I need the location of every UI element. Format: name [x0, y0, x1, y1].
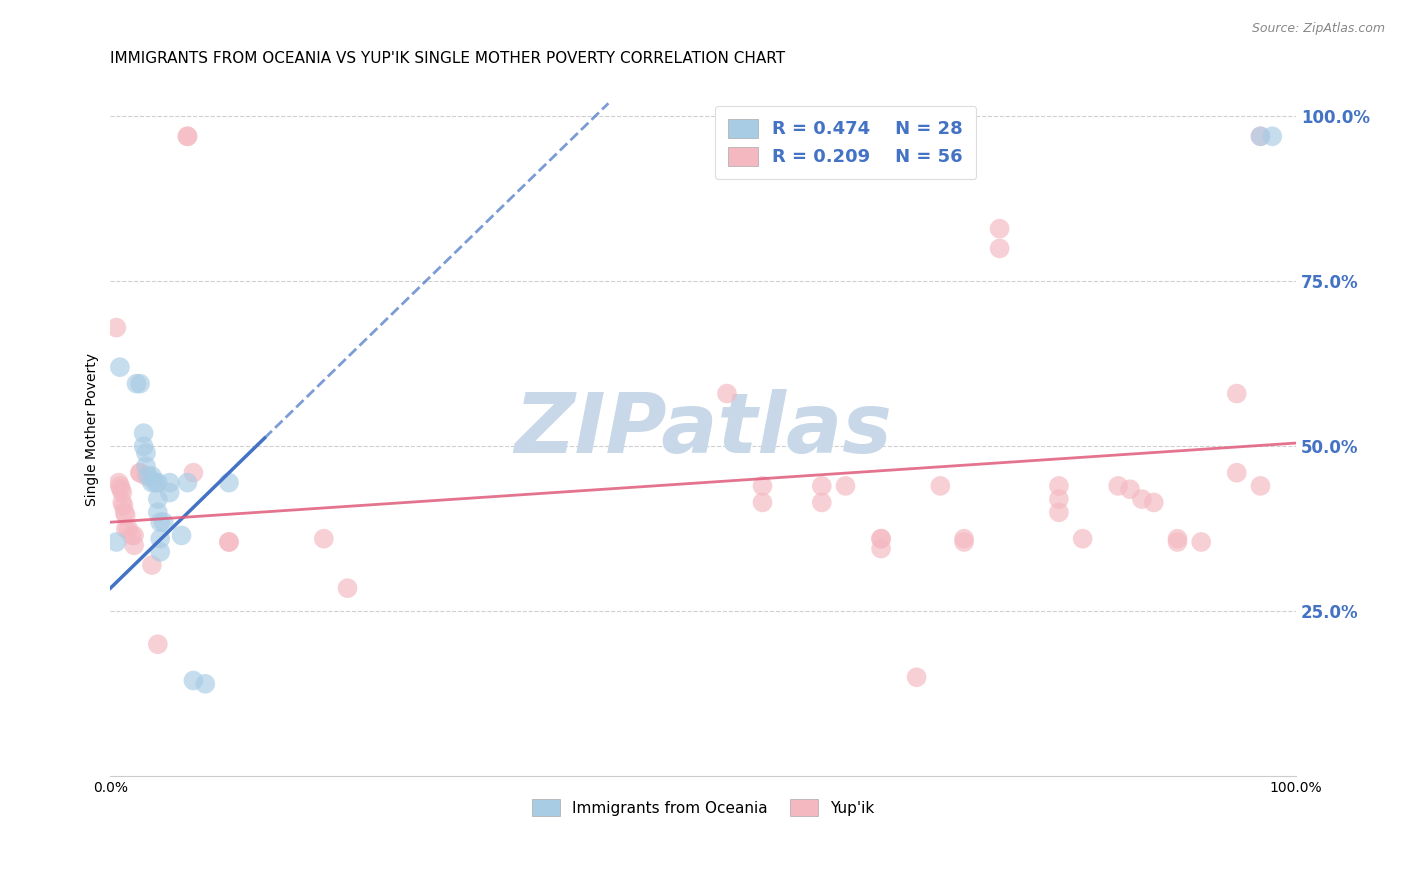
Point [121, 528, 143, 542]
Point [135, 459, 157, 474]
Point [114, 522, 136, 536]
Point [108, 360, 131, 375]
Point [988, 242, 1011, 256]
Point [1226, 386, 1249, 401]
Point [108, 479, 131, 493]
Point [145, 475, 167, 490]
Point [1119, 482, 1142, 496]
Point [810, 495, 832, 509]
Point [111, 495, 134, 509]
Point [159, 475, 181, 490]
Point [1226, 466, 1249, 480]
Point [117, 522, 139, 536]
Point [105, 320, 128, 334]
Point [336, 581, 359, 595]
Point [183, 466, 205, 480]
Point [114, 508, 136, 523]
Point [176, 129, 198, 144]
Point [149, 545, 172, 559]
Text: IMMIGRANTS FROM OCEANIA VS YUP'IK SINGLE MOTHER POVERTY CORRELATION CHART: IMMIGRANTS FROM OCEANIA VS YUP'IK SINGLE… [111, 51, 786, 66]
Point [1130, 492, 1153, 507]
Point [1107, 479, 1129, 493]
Point [1189, 535, 1212, 549]
Point [1071, 532, 1094, 546]
Text: Source: ZipAtlas.com: Source: ZipAtlas.com [1251, 22, 1385, 36]
Point [135, 446, 157, 460]
Point [834, 479, 856, 493]
Point [125, 376, 148, 391]
Point [141, 469, 163, 483]
Point [122, 528, 145, 542]
Point [751, 479, 773, 493]
Point [1166, 535, 1188, 549]
Point [146, 637, 169, 651]
Point [176, 129, 198, 144]
Legend: Immigrants from Oceania, Yup'ik: Immigrants from Oceania, Yup'ik [524, 791, 882, 824]
Point [114, 505, 136, 519]
Point [1250, 129, 1272, 144]
Point [905, 670, 928, 684]
Point [312, 532, 335, 546]
Point [1261, 129, 1284, 144]
Point [138, 469, 160, 483]
Point [146, 505, 169, 519]
Point [122, 538, 145, 552]
Point [1250, 129, 1272, 144]
Point [111, 485, 134, 500]
Point [146, 492, 169, 507]
Point [1143, 495, 1166, 509]
Point [716, 386, 738, 401]
Point [112, 499, 135, 513]
Point [105, 535, 128, 549]
Point [218, 475, 240, 490]
Point [870, 532, 893, 546]
Point [183, 673, 205, 688]
Point [1047, 505, 1070, 519]
Point [132, 426, 155, 441]
Point [751, 495, 773, 509]
Point [107, 475, 129, 490]
Point [152, 515, 174, 529]
Point [1250, 479, 1272, 493]
Text: ZIPatlas: ZIPatlas [515, 389, 893, 470]
Point [870, 541, 893, 556]
Point [1166, 532, 1188, 546]
Point [953, 532, 976, 546]
Point [129, 466, 152, 480]
Point [110, 482, 132, 496]
Point [129, 466, 152, 480]
Point [988, 221, 1011, 235]
Point [870, 532, 893, 546]
Point [170, 528, 193, 542]
Point [953, 535, 976, 549]
Point [929, 479, 952, 493]
Point [218, 535, 240, 549]
Point [1047, 492, 1070, 507]
Point [1047, 479, 1070, 493]
Point [141, 558, 163, 572]
Point [135, 469, 157, 483]
Point [176, 475, 198, 490]
Point [146, 475, 169, 490]
Point [141, 475, 163, 490]
Point [149, 532, 172, 546]
Point [132, 439, 155, 453]
Point [218, 535, 240, 549]
Point [149, 515, 172, 529]
Y-axis label: Single Mother Poverty: Single Mother Poverty [86, 353, 100, 507]
Point [129, 376, 152, 391]
Point [810, 479, 832, 493]
Point [194, 677, 217, 691]
Point [159, 485, 181, 500]
